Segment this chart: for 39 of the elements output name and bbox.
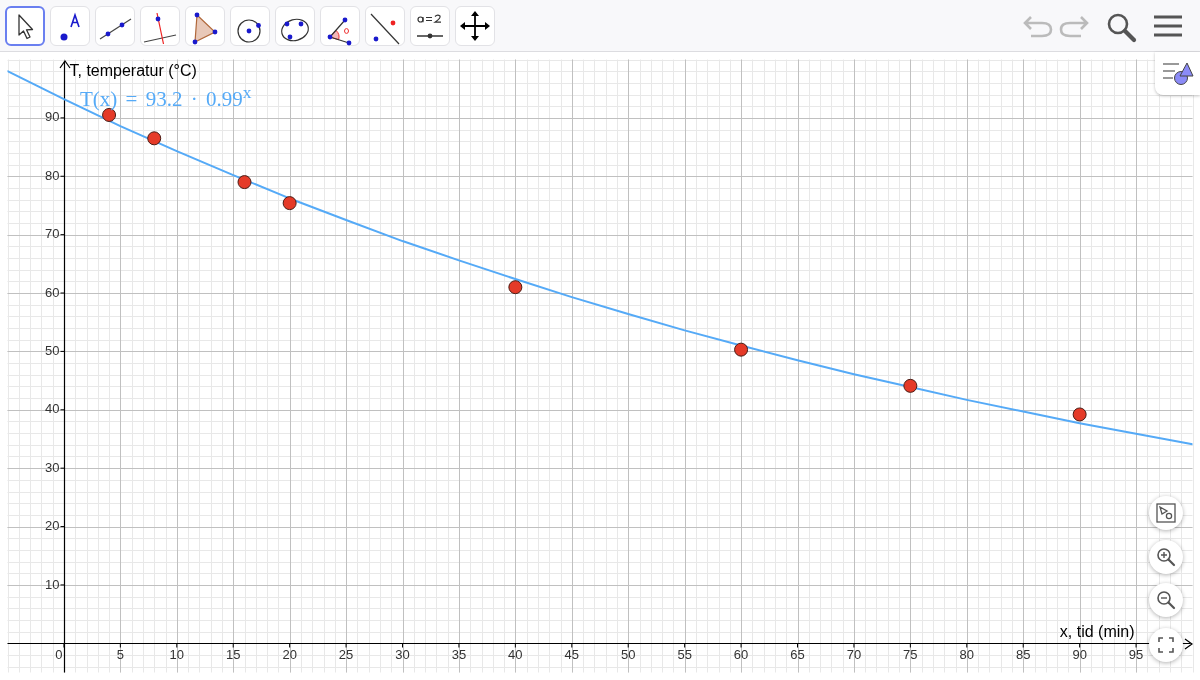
x-tick-label: 75 [903, 646, 918, 662]
x-tick-label: 65 [790, 646, 805, 662]
y-tick-label: 10 [45, 576, 60, 592]
x-tick-label: 90 [1072, 646, 1087, 662]
y-tick-label: 30 [45, 459, 60, 475]
x-tick-label: 20 [282, 646, 297, 662]
y-tick-label: 50 [45, 342, 60, 358]
point [282, 196, 297, 211]
point [1072, 407, 1087, 422]
x-tick-label: 30 [395, 646, 410, 662]
point [237, 175, 252, 190]
point [734, 342, 749, 357]
point [508, 280, 523, 295]
x-tick-label: 45 [564, 646, 580, 662]
point [903, 378, 918, 393]
x-tick-label: 95 [1128, 646, 1144, 662]
x-tick-label: 50 [620, 646, 636, 662]
x-tick-label: 35 [451, 646, 467, 662]
y-tick-label: 90 [45, 109, 60, 125]
x-tick-label: 60 [733, 646, 749, 662]
x-tick-label: 0 [55, 646, 63, 662]
y-tick-label: 60 [45, 284, 60, 300]
point [147, 131, 162, 146]
x-tick-label: 85 [1015, 646, 1031, 662]
x-tick-label: 25 [338, 646, 354, 662]
x-tick-label: 70 [846, 646, 862, 662]
x-tick-label: 55 [677, 646, 692, 662]
x-tick-label: 80 [959, 646, 975, 662]
y-axis-title: T, temperatur (°C) [69, 61, 197, 79]
x-tick-label: 5 [116, 646, 124, 662]
y-tick-label: 70 [45, 226, 60, 242]
x-tick-label: 40 [508, 646, 523, 662]
x-tick-label: 15 [225, 646, 241, 662]
y-tick-label: 40 [45, 401, 60, 417]
x-axis-title: x, tid (min) [1059, 622, 1135, 640]
y-tick-label: 20 [45, 518, 60, 534]
series-label: T(x) = 93.2 · 0.99$^{x}$ [80, 80, 252, 111]
y-tick-label: 80 [45, 167, 60, 183]
x-tick-label: 10 [169, 646, 185, 662]
